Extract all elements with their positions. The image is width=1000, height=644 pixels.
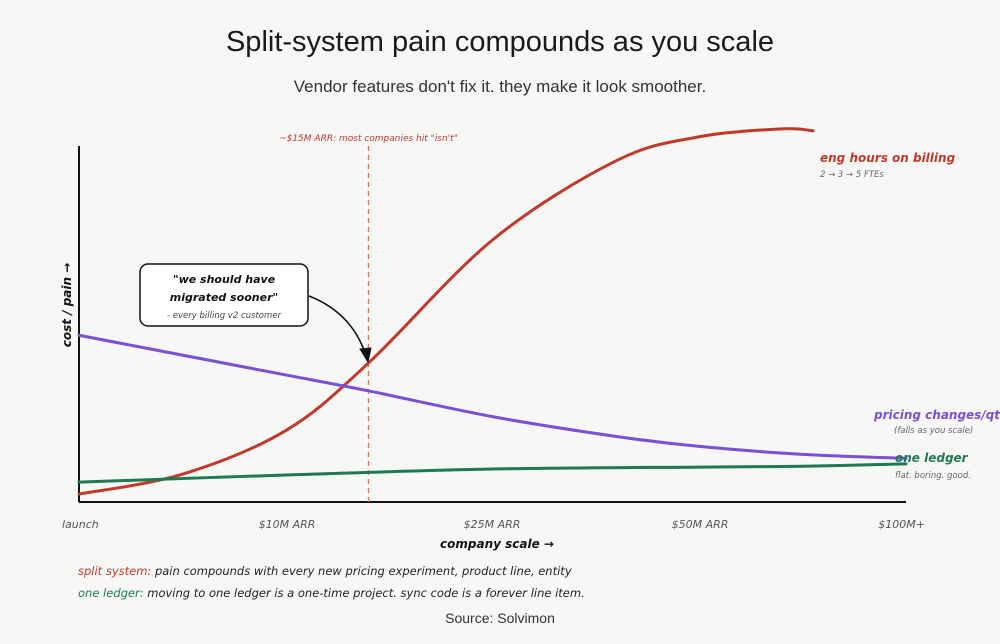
series-lines (77, 127, 908, 496)
note-split-key: split system: (78, 564, 152, 578)
x-tick-labels: launch $10M ARR $25M ARR $50M ARR $100M+ (62, 518, 925, 531)
callout-quote-line1: "we should have (173, 273, 276, 286)
chart-subtitle: Vendor features don't fix it. they make … (293, 77, 707, 96)
note-split-text: pain compounds with every new pricing ex… (151, 564, 572, 578)
footnotes: split system: pain compounds with every … (78, 564, 585, 608)
callout-quote-line2: migrated sooner" (170, 291, 279, 304)
x-tick-label: $25M ARR (464, 518, 521, 531)
callout-arrowhead (359, 347, 372, 364)
series-label: one ledger (895, 451, 969, 465)
threshold-marker: ~$15M ARR: most companies hit "isn't" (279, 134, 458, 502)
series-line (77, 127, 815, 496)
note-ledger-text: moving to one ledger is a one-time proje… (143, 586, 585, 600)
series-note: flat. boring. good. (895, 471, 971, 481)
note-one-ledger: one ledger: moving to one ledger is a on… (78, 586, 585, 600)
callout: "we should have migrated sooner" - every b… (139, 263, 372, 364)
chart-title: Split-system pain compounds as you scale (225, 26, 775, 58)
axes: cost / pain → company scale → (60, 146, 906, 551)
y-axis-label: cost / pain → (60, 263, 74, 348)
series-label: pricing changes/qtr (873, 408, 1000, 422)
series-labels: eng hours on billing 2 → 3 → 5 FTEs pricin… (820, 151, 1000, 481)
callout-box (139, 263, 309, 327)
threshold-label: ~$15M ARR: most companies hit "isn't" (279, 134, 458, 144)
callout-arrow (308, 295, 367, 357)
x-tick-label: $50M ARR (672, 518, 729, 531)
note-split-system: split system: pain compounds with every … (78, 564, 585, 578)
x-tick-label: $10M ARR (259, 518, 316, 531)
series-label: eng hours on billing (820, 151, 956, 165)
series-note: (falls as you scale) (894, 426, 973, 436)
series-note: 2 → 3 → 5 FTEs (820, 170, 884, 180)
x-tick-label: $100M+ (878, 518, 925, 531)
x-axis-label: company scale → (440, 537, 554, 551)
note-ledger-key: one ledger: (78, 586, 144, 600)
series-line (77, 333, 908, 460)
source-credit: Source: Solvimon (445, 610, 555, 626)
series-line (77, 462, 908, 484)
x-tick-label: launch (62, 518, 99, 531)
callout-attribution: - every billing v2 customer (167, 311, 281, 321)
